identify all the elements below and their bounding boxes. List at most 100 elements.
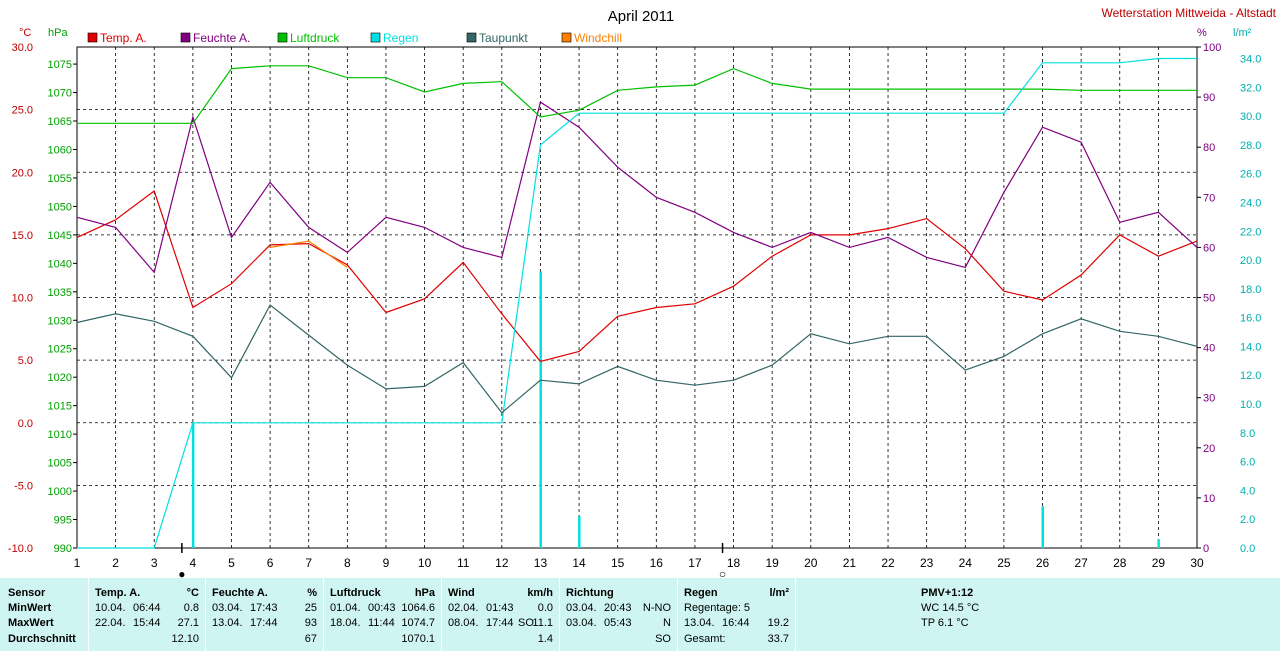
humidity-unit-label: % — [1197, 27, 1207, 39]
rain-tick-label: 4.0 — [1240, 485, 1255, 497]
stats-direction-column: Richtung 03.04. 20:43 N-NO 03.04. 05:43 … — [559, 578, 677, 651]
temp-min-date: 10.04. — [95, 602, 126, 614]
stats-temp-column: Temp. A. °C 10.04. 06:44 0.8 22.04. 15:4… — [88, 578, 205, 651]
temp-max-time: 15:44 — [133, 617, 161, 629]
rain-total-label: Gesamt: — [684, 633, 726, 645]
pressure-tick-label: 1020 — [48, 372, 72, 384]
x-tick-label: 9 — [383, 556, 390, 570]
x-tick-label: 29 — [1152, 556, 1166, 570]
rain-max-date: 13.04. — [684, 617, 715, 629]
x-tick-label: 18 — [727, 556, 741, 570]
direction-avg-value: SO — [655, 633, 671, 645]
axes: 1 2 3 4 5 6 7 8 9 10 11 12 13 14 15 16 17 18 19 20 21 22 23 24 2… — [8, 42, 1262, 570]
pressure-tick-label: 1075 — [48, 59, 72, 71]
rain-tick-label: 28.0 — [1240, 140, 1261, 152]
rain-max-value: 19.2 — [767, 617, 789, 629]
wind-min-value: 0.0 — [537, 602, 553, 614]
rain-header: Regen — [684, 587, 718, 599]
legend-swatch-regen — [370, 32, 381, 43]
series-line-luftdruck — [77, 65, 1197, 124]
humidity-max-time: 17:44 — [250, 617, 278, 629]
wind-unit: km/h — [527, 587, 553, 599]
series-line-taupunkt — [76, 304, 1198, 414]
x-tick-label: 20 — [804, 556, 818, 570]
x-tick-label: 23 — [920, 556, 934, 570]
pressure-unit-label: hPa — [48, 27, 68, 39]
legend-swatch-temp-a — [87, 32, 98, 43]
humidity-unit: % — [307, 587, 317, 599]
x-tick-label: 1 — [74, 556, 81, 570]
minwert-label: MinWert — [8, 602, 52, 614]
pressure-tick-label: 990 — [54, 543, 72, 555]
pressure-tick-label: 1035 — [48, 287, 72, 299]
legend-label-luftdruck: Luftdruck — [290, 31, 340, 45]
pressure-tick-label: 1070 — [48, 88, 72, 100]
station-name: Wetterstation Mittweida - Altstadt — [1101, 6, 1276, 20]
grid — [76, 46, 1198, 549]
temp-tick-label: 15.0 — [12, 230, 33, 242]
rain-tick-label: 6.0 — [1240, 457, 1255, 469]
temp-tick-label: 20.0 — [12, 167, 33, 179]
chart-title: April 2011 — [608, 8, 674, 25]
temp-tick-label: 10.0 — [12, 293, 33, 305]
pressure-tick-label: 1060 — [48, 144, 72, 156]
rain-daily-bar — [191, 422, 195, 548]
stats-rain-column: Regen l/m² Regentage: 5 13.04. 16:44 19.… — [677, 578, 795, 651]
x-tick-label: 6 — [267, 556, 274, 570]
temp-max-date: 22.04. — [95, 617, 126, 629]
rain-tick-label: 10.0 — [1240, 399, 1261, 411]
stats-pressure-column: Luftdruck hPa 01.04. 00:43 1064.6 18.04.… — [323, 578, 441, 651]
rain-tick-label: 14.0 — [1240, 341, 1261, 353]
humidity-tick-label: 90 — [1203, 92, 1215, 104]
direction-max-date: 03.04. — [566, 617, 597, 629]
humidity-tick-label: 10 — [1203, 493, 1215, 505]
pressure-avg-value: 1070.1 — [401, 633, 435, 645]
rain-unit-label: l/m² — [1233, 27, 1252, 39]
humidity-tick-label: 100 — [1203, 42, 1221, 54]
temp-tick-label: -5.0 — [14, 480, 33, 492]
x-tick-label: 10 — [418, 556, 432, 570]
rain-tick-label: 30.0 — [1240, 111, 1261, 123]
pressure-tick-label: 1030 — [48, 315, 72, 327]
pmv-windchill: WC 14.5 °C — [921, 602, 980, 614]
rain-tick-label: 24.0 — [1240, 197, 1261, 209]
legend-swatch-windchill — [561, 32, 572, 43]
series-line-temp-a — [76, 190, 1198, 363]
wind-max-value: 11.1 — [532, 617, 553, 629]
legend-swatch-luftdruck — [277, 32, 288, 43]
pressure-header: Luftdruck — [330, 587, 381, 599]
legend-swatch-feuchte-a — [180, 32, 191, 43]
humidity-min-value: 25 — [304, 602, 317, 614]
humidity-max-value: 93 — [304, 617, 317, 629]
stats-humidity-column: Feuchte A. % 03.04. 17:43 25 13.04. 17:4… — [205, 578, 323, 651]
x-tick-label: 30 — [1190, 556, 1204, 570]
rain-tick-label: 8.0 — [1240, 428, 1255, 440]
rain-tick-label: 34.0 — [1240, 54, 1261, 66]
x-tick-label: 14 — [572, 556, 586, 570]
rain-daily-bar — [578, 516, 581, 548]
x-tick-label: 4 — [190, 556, 197, 570]
x-tick-label: 11 — [457, 556, 470, 570]
direction-max-time: 05:43 — [604, 617, 632, 629]
x-tick-label: 15 — [611, 556, 625, 570]
x-tick-label: 13 — [534, 556, 548, 570]
humidity-tick-label: 20 — [1203, 443, 1215, 455]
pressure-max-time: 11:44 — [368, 617, 395, 629]
x-tick-label: 7 — [305, 556, 312, 570]
rain-tick-label: 20.0 — [1240, 255, 1261, 267]
pressure-max-date: 18.04. — [330, 617, 361, 629]
humidity-header: Feuchte A. — [212, 587, 268, 599]
temp-max-value: 27.1 — [177, 617, 199, 629]
pressure-unit: hPa — [414, 587, 435, 599]
rain-unit: l/m² — [769, 587, 789, 599]
pressure-tick-label: 1000 — [48, 486, 72, 498]
rain-days: Regentage: 5 — [684, 602, 751, 614]
rain-daily-bar — [1157, 539, 1160, 548]
rain-tick-label: 32.0 — [1240, 82, 1261, 94]
x-tick-label: 19 — [765, 556, 779, 570]
pressure-tick-label: 1005 — [48, 458, 72, 470]
stats-wind-column: Wind km/h 02.04. 01:43 0.0 08.04. 17:44 … — [441, 578, 559, 651]
pressure-tick-label: 1040 — [48, 258, 72, 270]
legend-label-temp-a: Temp. A. — [100, 31, 147, 45]
pressure-tick-label: 1010 — [48, 429, 72, 441]
